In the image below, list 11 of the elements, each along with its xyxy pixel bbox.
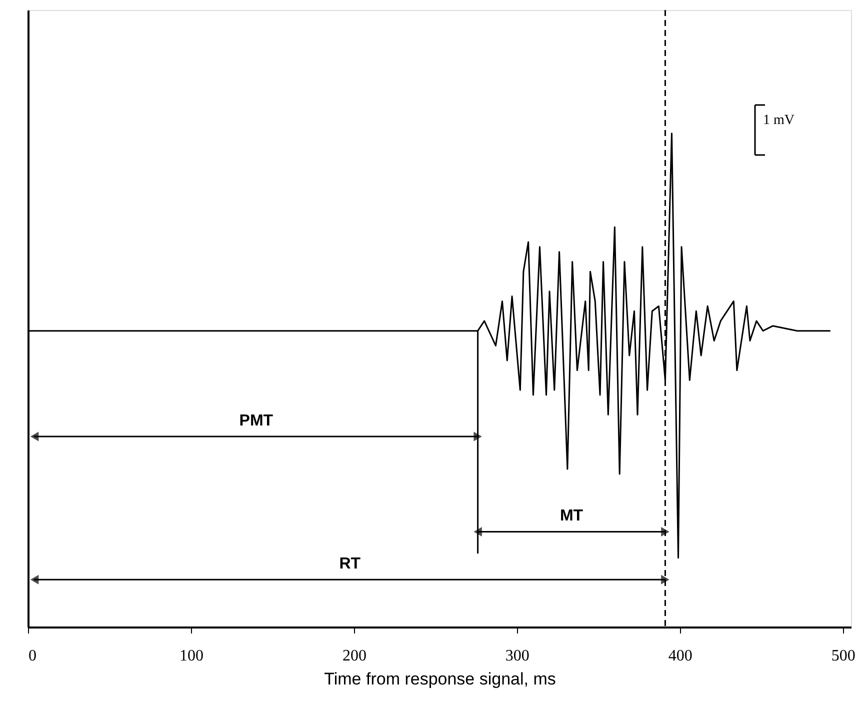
text: 1 mV xyxy=(763,113,794,128)
x-tick-label: 300 xyxy=(505,648,530,664)
annotation: RT xyxy=(339,556,361,573)
annotation: PMT xyxy=(239,412,274,430)
x-tick-label: 100 xyxy=(179,648,204,664)
annotation: MT xyxy=(560,508,584,525)
x-tick-label: 500 xyxy=(831,648,856,664)
x-tick-label: 0 xyxy=(28,648,36,664)
x-tick-label: 400 xyxy=(668,648,692,664)
x-tick-label: 200 xyxy=(342,648,366,664)
x-axis-title: Time from response signal, ms xyxy=(324,670,556,688)
